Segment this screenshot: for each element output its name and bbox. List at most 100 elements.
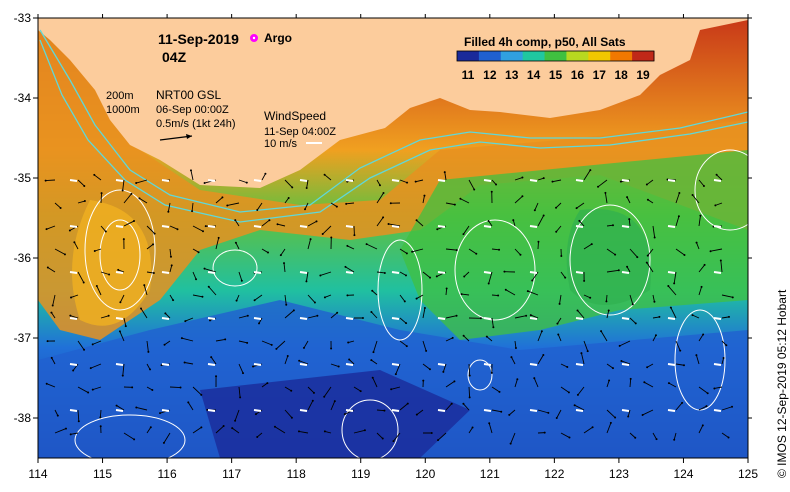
- lon-tick-label: 121: [480, 467, 500, 481]
- wind-arrow-icon: [667, 409, 676, 412]
- colorbar-swatch: [522, 51, 546, 61]
- current-arrow-icon: [100, 315, 109, 319]
- current-arrow-icon: [721, 406, 733, 411]
- current-arrow-icon: [169, 248, 172, 257]
- current-arrow-icon: [557, 317, 562, 324]
- current-arrowhead-icon: [394, 373, 397, 376]
- current-arrowhead-icon: [475, 252, 478, 255]
- current-arrowhead-icon: [179, 386, 182, 389]
- current-arrow-icon: [537, 331, 543, 342]
- current-arrow-icon: [388, 223, 401, 227]
- current-arrowhead-icon: [239, 396, 242, 399]
- current-arrowhead-icon: [222, 425, 225, 428]
- current-arrow-icon: [488, 220, 493, 227]
- map-area: [38, 18, 748, 458]
- wind-arrow-icon: [69, 363, 78, 366]
- current-arrow-icon: [372, 377, 378, 388]
- lon-axis: 114 115 116 117 118 119 120 121 122 123 124 125: [28, 14, 758, 481]
- current-arrow-icon: [644, 381, 654, 388]
- lat-tick-label: -36: [14, 251, 32, 265]
- current-arrow-icon: [559, 294, 562, 304]
- current-arrowhead-icon: [304, 208, 307, 211]
- wind-arrow-icon: [207, 179, 216, 182]
- current-arrowhead-icon: [143, 284, 146, 287]
- lat-tick-label: -38: [14, 411, 32, 425]
- current-arrowhead-icon: [512, 219, 515, 222]
- current-arrowhead-icon: [405, 345, 408, 348]
- wind-arrow-icon: [621, 179, 630, 182]
- current-arrowhead-icon: [618, 344, 621, 347]
- current-arrow-icon: [626, 266, 631, 273]
- lat-axis: -33 -34 -35 -36 -37 -38: [14, 11, 752, 425]
- current-arrow-icon: [514, 379, 518, 388]
- current-arrowhead-icon: [645, 183, 648, 186]
- current-arrowhead-icon: [297, 430, 300, 433]
- current-arrowhead-icon: [450, 402, 453, 405]
- current-arrowhead-icon: [323, 430, 326, 433]
- current-arrowhead-icon: [490, 190, 493, 193]
- current-arrowhead-icon: [163, 343, 166, 346]
- current-arrowhead-icon: [566, 365, 569, 368]
- current-arrow-icon: [284, 294, 287, 305]
- current-arrow-icon: [324, 294, 332, 298]
- current-arrowhead-icon: [683, 254, 686, 257]
- current-arrow-icon: [330, 400, 336, 411]
- current-arrowhead-icon: [172, 299, 175, 302]
- current-arrow-icon: [422, 195, 425, 204]
- current-arrow-icon: [123, 220, 135, 227]
- current-arrow-icon: [192, 294, 203, 298]
- current-arrow-icon: [208, 286, 217, 296]
- current-arrowhead-icon: [504, 288, 507, 291]
- wind-arrow-icon: [575, 271, 584, 274]
- current-arrowhead-icon: [169, 255, 172, 258]
- wind-arrow-icon: [713, 409, 722, 412]
- wind-arrow-icon: [529, 409, 538, 412]
- current-arrow-icon: [675, 216, 680, 227]
- current-arrowhead-icon: [597, 185, 600, 188]
- wind-arrow-icon: [115, 225, 124, 228]
- current-arrow-icon: [192, 271, 197, 280]
- wind-arrow-icon: [529, 317, 538, 320]
- wind-arrow-icon: [253, 363, 262, 366]
- lat-tick-label: -35: [14, 171, 32, 185]
- current-arrow-icon: [238, 340, 248, 344]
- current-arrowhead-icon: [270, 343, 273, 346]
- current-arrowhead-icon: [390, 388, 393, 391]
- current-arrow-icon: [164, 340, 171, 346]
- current-arrowhead-icon: [383, 409, 386, 412]
- current-arrow-icon: [136, 179, 148, 184]
- sla-contours: [74, 149, 748, 458]
- current-arrow-icon: [463, 335, 470, 342]
- current-arrow-icon: [399, 248, 408, 254]
- current-arrowhead-icon: [197, 251, 200, 254]
- current-arrow-icon: [468, 363, 471, 376]
- wind-arrow-icon: [575, 225, 584, 228]
- current-arrow-icon: [714, 386, 723, 389]
- current-arrow-icon: [721, 357, 725, 365]
- current-arrowhead-icon: [567, 391, 570, 394]
- current-arrowhead-icon: [406, 181, 409, 184]
- wind-arrow-icon: [69, 409, 78, 412]
- current-arrow-icon: [47, 267, 56, 273]
- current-arrow-icon: [236, 294, 240, 301]
- current-arrow-icon: [99, 409, 102, 418]
- wind-arrow-icon: [161, 271, 170, 274]
- current-arrow-icon: [560, 386, 570, 393]
- current-arrow-icon: [238, 363, 244, 374]
- wind-arrow-icon: [713, 271, 722, 274]
- wind-arrow-icon: [391, 363, 400, 366]
- current-arrowhead-icon: [201, 230, 204, 233]
- current-arrowhead-icon: [406, 402, 409, 405]
- current-arrowhead-icon: [365, 243, 368, 246]
- current-arrowhead-icon: [551, 180, 554, 183]
- current-arrowhead-icon: [275, 347, 278, 350]
- current-arrowhead-icon: [526, 290, 529, 293]
- wind-arrow-icon: [621, 363, 630, 366]
- current-arrowhead-icon: [653, 300, 656, 303]
- current-arrowhead-icon: [542, 214, 545, 217]
- wind-arrow-icon: [161, 225, 170, 228]
- current-arrow-icon: [215, 425, 224, 434]
- current-arrow-icon: [557, 334, 562, 342]
- wind-arrow-icon: [69, 271, 78, 274]
- current-arrow-icon: [146, 363, 151, 370]
